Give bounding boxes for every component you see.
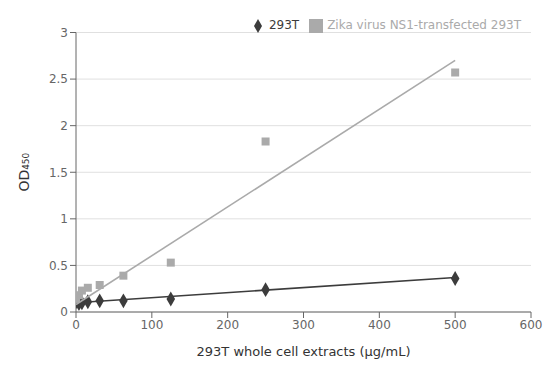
svg-text:1.5: 1.5 [49, 166, 68, 180]
svg-text:100: 100 [140, 318, 163, 332]
html-text:293T: 293T [268, 18, 300, 32]
svg-text:OD₄₅₀: OD₄₅₀ [16, 153, 32, 192]
svg-text:600: 600 [520, 318, 543, 332]
svg-text:0: 0 [60, 305, 68, 319]
svg-text:2.5: 2.5 [49, 72, 68, 86]
svg-text:3: 3 [60, 26, 68, 40]
svg-text:293T whole cell extracts (μg/m: 293T whole cell extracts (μg/mL) [197, 344, 411, 359]
svg-text:0: 0 [72, 318, 80, 332]
svg-text:0.5: 0.5 [49, 259, 68, 273]
svg-text:300: 300 [292, 318, 315, 332]
svg-text:400: 400 [368, 318, 391, 332]
svg-text:500: 500 [444, 318, 467, 332]
svg-text:1: 1 [60, 212, 68, 226]
svg-text:2: 2 [60, 119, 68, 133]
html-text:Zika virus NS1-transfected 293: Zika virus NS1-transfected 293T [327, 18, 521, 32]
svg-text:200: 200 [216, 318, 239, 332]
